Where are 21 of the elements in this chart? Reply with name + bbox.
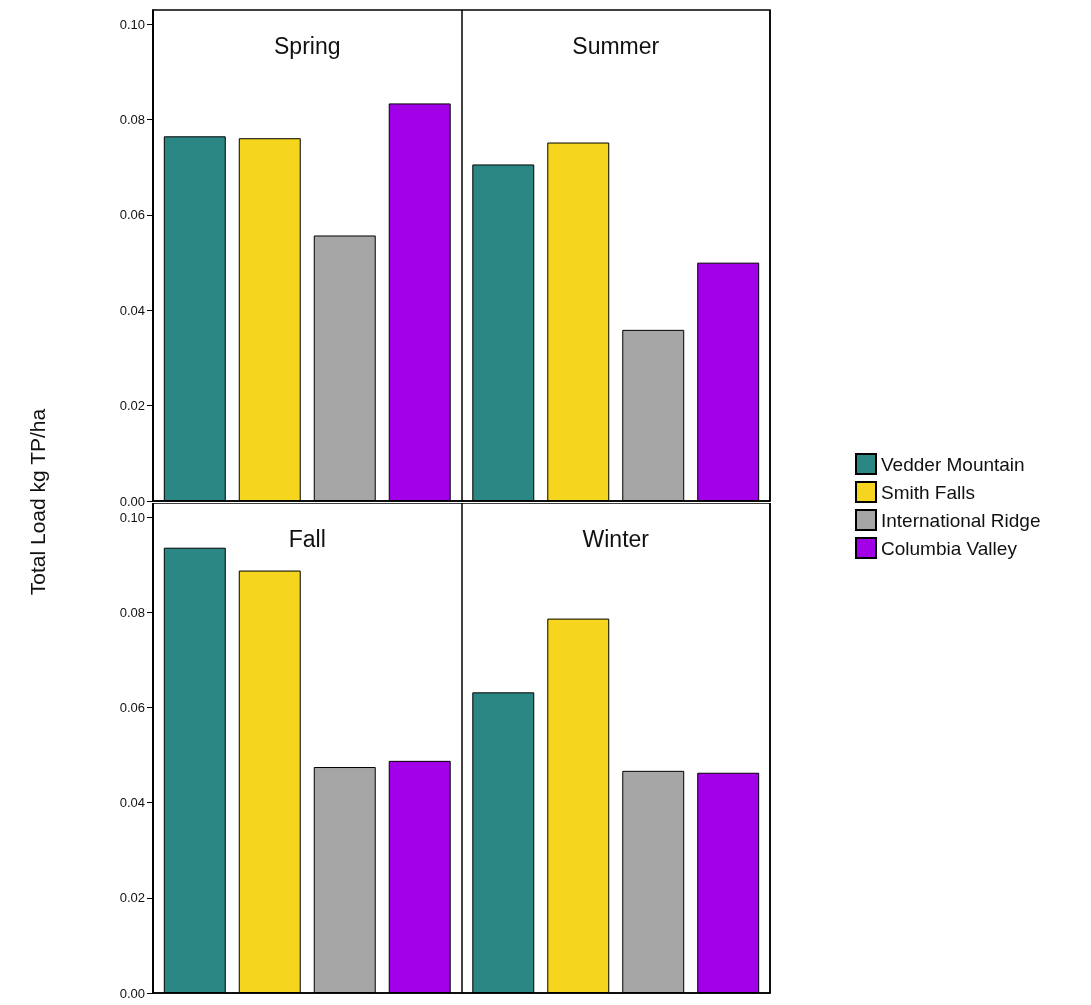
x-tick-label: Winter (582, 525, 650, 552)
y-tick-label: 0.06 (119, 700, 145, 716)
y-tick-label: 0.10 (119, 16, 145, 32)
legend-label: International Ridge (881, 509, 1041, 531)
y-tick-label: 0.04 (119, 302, 145, 318)
y-tick-label: 0.04 (119, 795, 145, 811)
x-tick-label: Fall (288, 525, 326, 552)
legend-label: Columbia Valley (881, 537, 1018, 559)
y-tick-label: 0.02 (119, 890, 145, 906)
y-tick-label: 0.08 (119, 604, 145, 620)
y-tick-label: 0.10 (119, 509, 145, 525)
y-tick-label: 0.02 (119, 398, 145, 414)
y-tick-label: 0.08 (119, 112, 145, 128)
y-tick-label: 0.00 (119, 493, 145, 509)
legend-label: Smith Falls (881, 481, 975, 503)
y-axis-title: Total Load kg TP/ha (26, 408, 50, 596)
legend-label: Vedder Mountain (881, 453, 1025, 475)
x-tick-label: Summer (572, 32, 660, 59)
y-tick-label: 0.00 (119, 985, 145, 1001)
y-tick-label: 0.06 (119, 207, 145, 223)
x-tick-label: Spring (274, 32, 341, 59)
